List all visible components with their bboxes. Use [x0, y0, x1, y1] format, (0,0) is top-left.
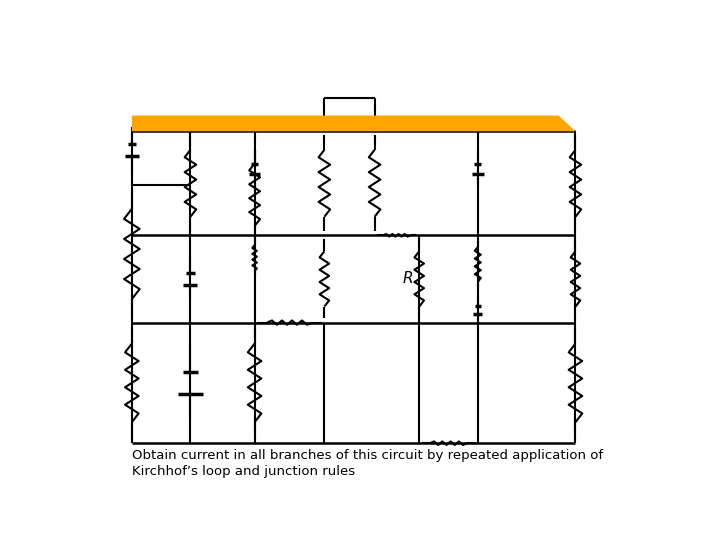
Text: Obtain current in all branches of this circuit by repeated application of: Obtain current in all branches of this c… [132, 449, 603, 462]
Polygon shape [132, 116, 575, 131]
Text: R: R [402, 272, 413, 286]
Text: Kirchhof’s loop and junction rules: Kirchhof’s loop and junction rules [132, 465, 355, 478]
